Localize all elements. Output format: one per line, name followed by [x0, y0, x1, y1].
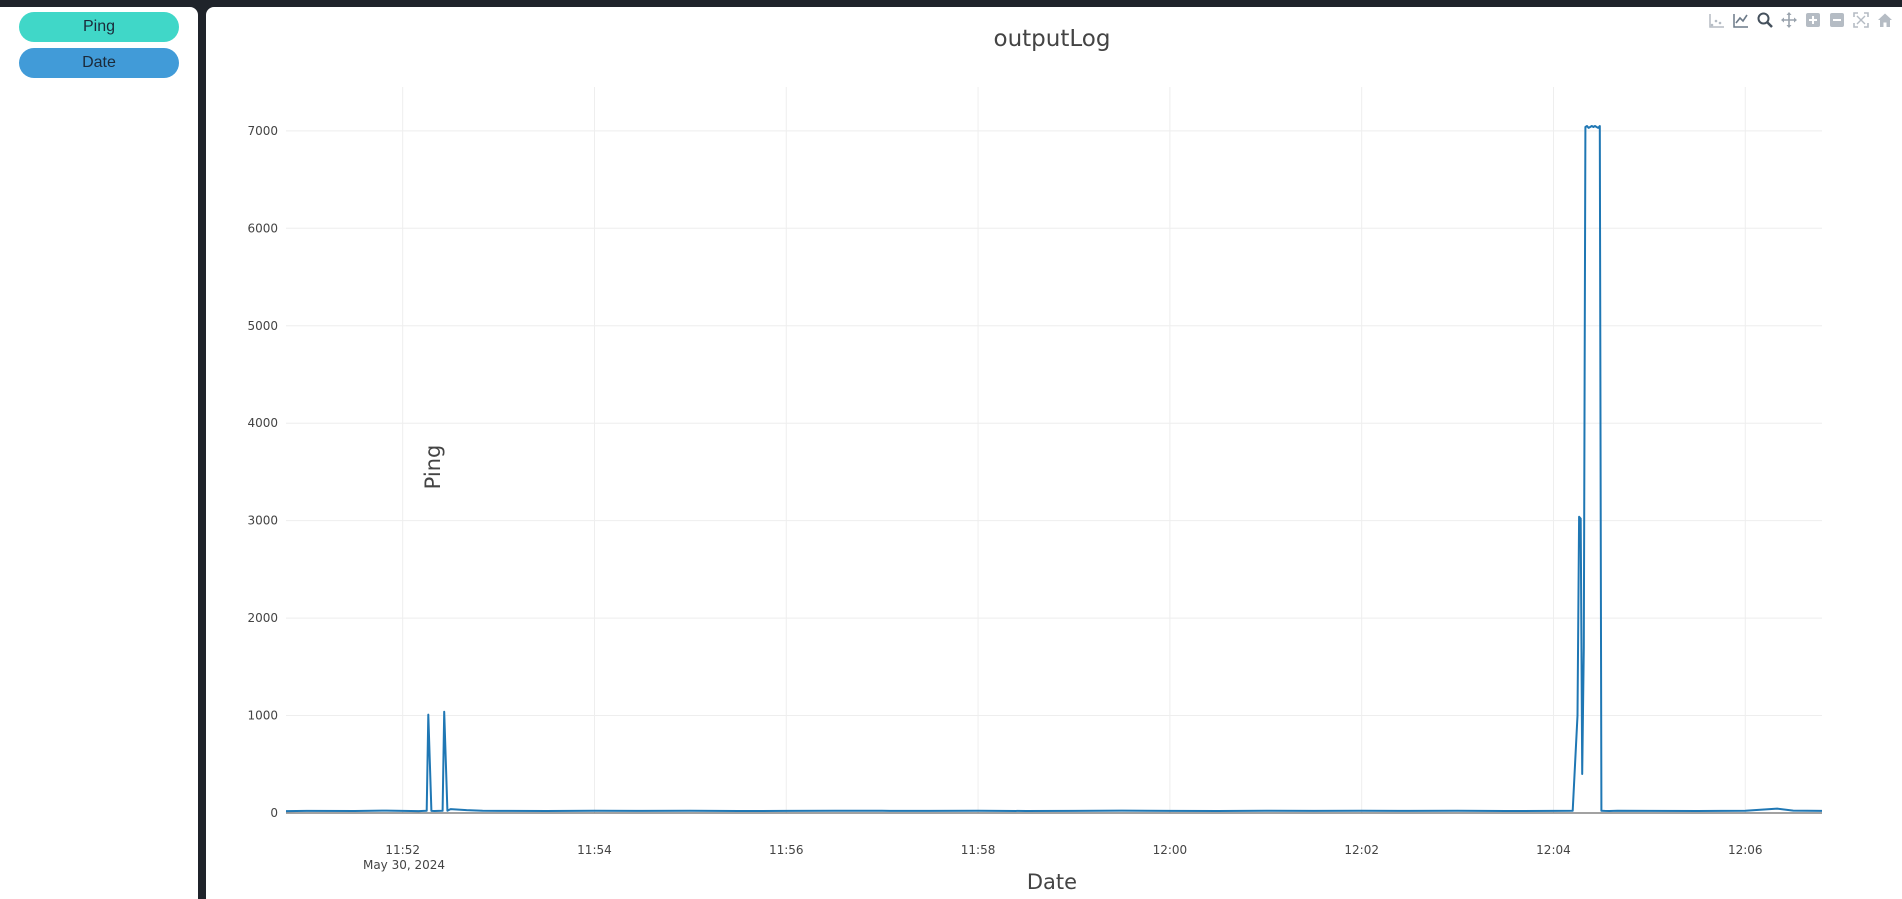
autoscale-line-icon[interactable] — [1732, 11, 1750, 29]
y-tick-label: 2000 — [247, 611, 278, 625]
y-tick-label: 4000 — [247, 416, 278, 430]
grid — [286, 87, 1822, 813]
date-button[interactable]: Date — [19, 48, 179, 78]
x-tick-label: 11:56 — [769, 843, 804, 857]
zoom-icon[interactable] — [1756, 11, 1774, 29]
y-tick-label: 0 — [270, 806, 278, 820]
x-tick-label: 12:00 — [1153, 843, 1188, 857]
axis-ticks: 11:52 11:54 11:56 11:58 12:00 12:02 12:04 12:06… — [247, 124, 1762, 857]
x-tick-label: 12:06 — [1728, 843, 1763, 857]
y-tick-label: 5000 — [247, 319, 278, 333]
y-tick-label: 7000 — [247, 124, 278, 138]
zoom-out-icon[interactable] — [1828, 11, 1846, 29]
y-axis-label: Ping — [421, 445, 445, 490]
download-plot-icon[interactable] — [1708, 11, 1726, 29]
line-chart[interactable]: 11:52 11:54 11:56 11:58 12:00 12:02 12:04 12:06… — [206, 7, 1902, 899]
x-tick-date: May 30, 2024 — [363, 858, 445, 872]
reset-axes-icon[interactable] — [1876, 11, 1894, 29]
x-tick-label: 12:04 — [1536, 843, 1571, 857]
x-tick-label: 11:54 — [577, 843, 612, 857]
x-axis-label: Date — [1027, 870, 1077, 894]
zoom-in-icon[interactable] — [1804, 11, 1822, 29]
x-tick-label: 11:52 — [385, 843, 420, 857]
pan-icon[interactable] — [1780, 11, 1798, 29]
autoscale-icon[interactable] — [1852, 11, 1870, 29]
sidebar: Ping Date — [0, 7, 198, 899]
y-tick-label: 1000 — [247, 709, 278, 723]
x-tick-label: 12:02 — [1344, 843, 1379, 857]
y-tick-label: 6000 — [247, 221, 278, 235]
y-tick-label: 3000 — [247, 514, 278, 528]
modebar — [1708, 11, 1894, 29]
series-line-ping[interactable] — [285, 125, 1823, 813]
chart-title: outputLog — [994, 26, 1111, 52]
chart-panel: 11:52 11:54 11:56 11:58 12:00 12:02 12:04 12:06… — [206, 7, 1902, 899]
ping-button[interactable]: Ping — [19, 12, 179, 42]
x-tick-label: 11:58 — [961, 843, 996, 857]
